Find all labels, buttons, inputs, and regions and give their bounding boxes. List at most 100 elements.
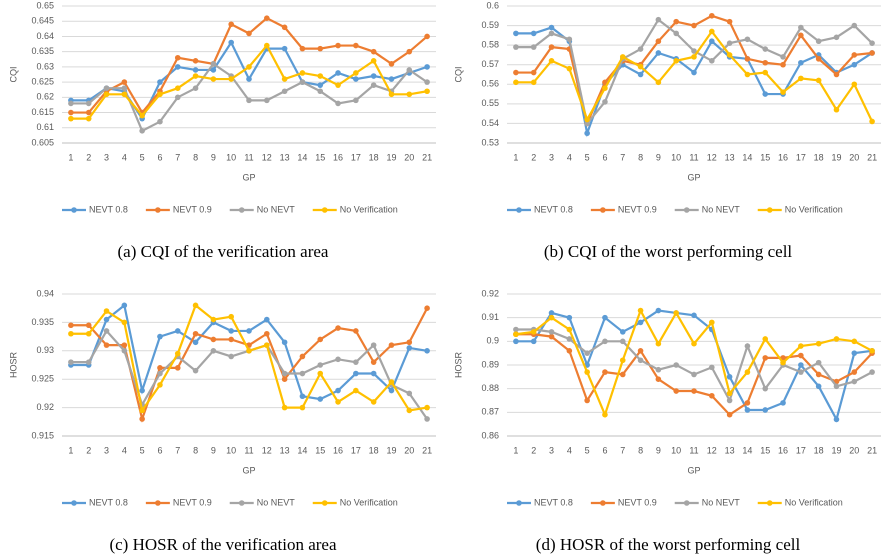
x-tick-label: 7	[620, 445, 625, 455]
x-axis-label: GP	[242, 172, 255, 182]
x-tick-label: 8	[638, 445, 643, 455]
data-point	[548, 30, 555, 37]
legend-item: NEVT 0.8	[507, 497, 573, 507]
data-point	[264, 15, 270, 21]
y-tick-label: 0.57	[481, 59, 499, 69]
data-point	[299, 70, 306, 76]
data-point	[317, 45, 324, 52]
data-point	[619, 54, 626, 60]
data-point	[139, 128, 145, 134]
legend-item: No NEVT	[229, 497, 296, 507]
data-point	[139, 407, 145, 414]
x-tick-label: 5	[585, 445, 590, 455]
y-tick-label: 0.92	[481, 288, 499, 298]
data-point	[691, 22, 697, 29]
data-point	[869, 369, 875, 375]
data-point	[299, 404, 306, 411]
data-point	[299, 370, 306, 377]
data-point	[335, 399, 341, 405]
x-tick-label: 7	[175, 445, 180, 455]
data-point	[833, 71, 840, 78]
y-tick-label: 0.88	[481, 383, 499, 393]
data-point	[157, 79, 163, 85]
data-point	[815, 77, 822, 84]
x-tick-label: 10	[226, 152, 236, 162]
data-point	[619, 371, 626, 378]
data-point	[780, 54, 786, 60]
data-point	[192, 73, 199, 79]
data-point	[68, 109, 74, 116]
data-point	[174, 328, 181, 334]
data-point	[406, 390, 413, 397]
data-point	[619, 338, 626, 345]
data-point	[726, 397, 733, 404]
data-point	[335, 42, 341, 49]
data-point	[406, 91, 413, 98]
data-point	[85, 359, 92, 365]
x-tick-label: 9	[211, 445, 216, 455]
data-point	[584, 116, 590, 123]
data-point	[370, 359, 377, 365]
x-tick-label: 12	[707, 445, 717, 455]
legend-label: No Verification	[340, 204, 398, 214]
x-tick-label: 4	[122, 152, 127, 162]
data-point	[370, 58, 377, 64]
data-point	[157, 370, 163, 377]
y-tick-label: 0.6	[486, 0, 499, 10]
data-point	[139, 387, 145, 394]
x-tick-label: 8	[193, 152, 198, 162]
data-point	[798, 362, 804, 368]
legend-item: No Verification	[757, 204, 843, 214]
data-point	[388, 379, 395, 385]
y-tick-label: 0.54	[481, 118, 499, 128]
x-tick-label: 6	[157, 152, 162, 162]
data-point	[85, 100, 92, 107]
y-tick-label: 0.935	[31, 317, 54, 327]
caption: (c) HOSR of the verification area	[109, 535, 336, 554]
y-tick-label: 0.925	[31, 374, 54, 384]
data-point	[584, 130, 590, 137]
data-point	[370, 48, 377, 55]
data-point	[513, 69, 519, 76]
legend-label: NEVT 0.9	[618, 497, 657, 507]
data-point	[709, 58, 715, 64]
data-point	[388, 387, 395, 394]
data-point	[388, 91, 395, 98]
data-point	[584, 120, 590, 127]
y-tick-label: 0.635	[31, 46, 54, 56]
data-point	[335, 70, 341, 76]
data-point	[602, 314, 608, 321]
legend-label: No NEVT	[257, 497, 296, 507]
data-point	[851, 61, 858, 68]
legend-label: NEVT 0.8	[534, 497, 573, 507]
data-point	[602, 338, 608, 345]
x-tick-label: 15	[760, 445, 770, 455]
data-point	[637, 63, 644, 70]
data-point	[655, 79, 662, 86]
data-point	[157, 365, 163, 371]
legend-item: NEVT 0.8	[62, 497, 128, 507]
y-tick-label: 0.645	[31, 16, 54, 26]
data-point	[210, 316, 217, 323]
data-point	[762, 336, 769, 342]
data-point	[157, 333, 163, 340]
x-tick-label: 8	[638, 152, 643, 162]
data-point	[602, 411, 608, 418]
data-point	[637, 319, 644, 326]
data-point	[264, 97, 270, 104]
data-point	[566, 314, 573, 321]
data-point	[121, 79, 128, 85]
x-tick-label: 11	[689, 152, 698, 162]
data-point	[513, 331, 519, 338]
data-point	[353, 76, 359, 82]
data-point	[406, 339, 413, 346]
data-point	[406, 48, 413, 55]
data-point	[317, 396, 324, 402]
data-point	[691, 54, 697, 60]
y-axis-label: HOSR	[8, 352, 18, 379]
y-tick-label: 0.86	[481, 430, 499, 440]
data-point	[388, 76, 395, 82]
x-tick-label: 13	[725, 445, 735, 455]
x-tick-label: 18	[814, 445, 824, 455]
data-point	[655, 366, 662, 373]
